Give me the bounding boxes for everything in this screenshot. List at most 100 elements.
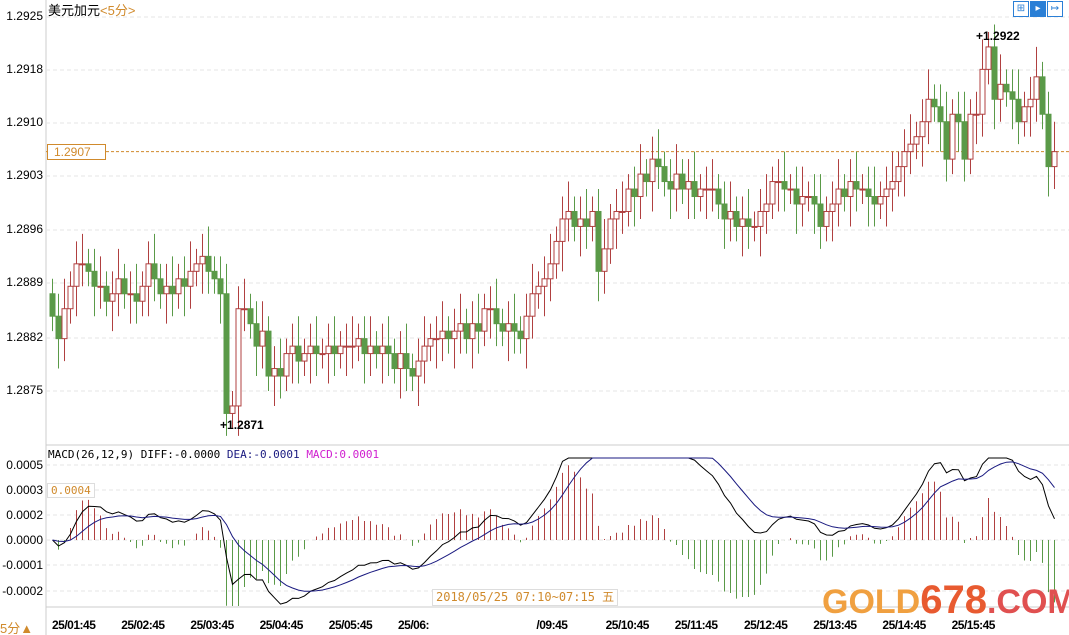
candle-down [991,46,998,100]
candle-down [295,345,302,362]
candle-up [97,285,104,288]
chart-mode-icon[interactable]: ⊞ [1013,1,1029,17]
price-tick: 1.2910 [6,115,43,129]
candle-down [631,188,638,198]
candle-up [883,188,890,198]
candle-down [409,368,416,377]
macd-tick: -0.0001 [2,558,43,572]
candle-up [607,218,614,250]
candle-up [379,345,386,355]
candle-down [49,293,56,317]
candle-down [781,181,788,190]
price-tick: 1.2889 [6,275,43,289]
candle-up [259,330,266,347]
time-tick: 25/13:45 [813,618,857,632]
time-tick: 25/11:45 [674,618,718,632]
high-marker: +1.2922 [976,29,1020,43]
candle-up [523,315,530,340]
candle-down [499,323,506,332]
exit-icon[interactable]: ↦ [1047,1,1063,17]
candle-down [1045,113,1052,168]
candle-down [661,166,668,183]
watermark-logo: GOLD678.COM [822,578,1069,622]
macd-tick: 0.0003 [6,483,43,497]
candle-up [325,345,332,355]
price-tick: 1.2875 [6,383,43,397]
chart-type-icon[interactable]: ▸ [1030,1,1046,17]
candle-up [541,278,548,287]
candle-down [571,210,578,227]
candle-down [361,338,368,355]
candle-down [721,203,728,220]
candle-up [367,345,374,355]
candle-up [433,338,440,341]
candle-down [385,345,392,355]
candle-up [271,368,278,377]
candle-down [223,293,230,414]
candle-up [775,181,782,184]
candle-up [757,210,764,227]
candle-up [109,293,116,302]
price-tick: 1.2918 [6,62,43,76]
candle-up [913,136,920,145]
candle-up [751,225,758,228]
candle-down [691,181,698,198]
candle-up [529,293,536,317]
candle-up [139,285,146,302]
candle-up [985,46,992,70]
candle-down [793,188,800,205]
period-toggle-button[interactable]: 5分▲ [0,621,34,635]
candle-up [1051,151,1058,168]
candle-up [115,278,122,295]
candle-down [277,368,284,377]
candle-down [205,255,212,272]
candle-up [709,188,716,191]
candle-up [787,188,794,191]
candle-down [265,330,272,377]
candle-down [211,270,218,280]
candle-up [343,345,350,348]
candle-up [967,113,974,160]
candle-up [175,278,182,295]
price-tick: 1.2925 [6,9,43,23]
candle-up [973,113,980,116]
candle-down [961,121,968,160]
candle-up [553,240,560,265]
candle-up [889,181,896,190]
time-tick: 25/15:45 [951,618,996,632]
candle-down [55,315,62,340]
macd-params: MACD(26,12,9) [48,448,135,461]
candle-down [181,278,188,287]
time-tooltip: 2018/05/25 07:10~07:15 五 [432,589,619,606]
period-label[interactable]: <5分> [100,3,136,18]
candle-up [487,308,494,311]
candle-up [289,345,296,355]
candle-up [307,345,314,355]
candle-up [535,285,542,295]
candle-up [415,360,422,377]
candle-up [127,293,134,296]
candle-down [169,285,176,295]
candle-up [997,83,1004,100]
candle-down [517,330,524,340]
candle-down [1003,83,1010,93]
candle-up [901,151,908,168]
candle-down [1039,76,1046,115]
candle-down [811,196,818,205]
candle-up [1027,98,1034,108]
time-tick: 25/10:45 [605,618,650,632]
candle-down [313,345,320,355]
candle-up [829,203,836,212]
candle-up [577,218,584,227]
candle-up [439,330,446,340]
candle-up [907,143,914,153]
candle-up [67,285,74,310]
candle-up [451,330,458,340]
candle-up [235,308,242,407]
candle-up [649,158,656,183]
macd-tick: 0.0000 [6,533,43,547]
candle-up [421,345,428,362]
candle-down [745,218,752,227]
